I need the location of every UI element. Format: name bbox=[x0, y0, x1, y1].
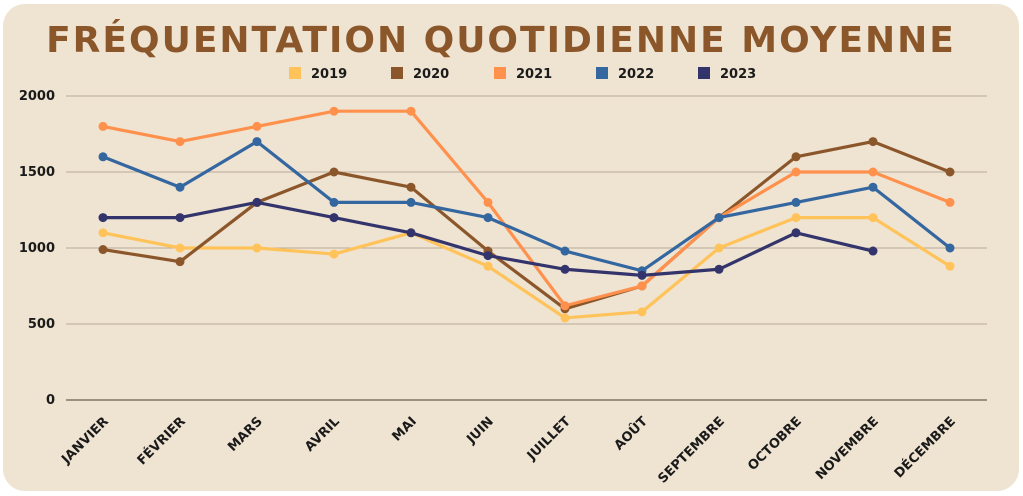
series-lines bbox=[98, 106, 955, 323]
x-tick-label: JANVIER bbox=[58, 414, 111, 467]
data-point bbox=[868, 182, 878, 192]
x-tick-label: DÉCEMBRE bbox=[891, 414, 959, 482]
data-point bbox=[98, 152, 108, 162]
data-point bbox=[714, 243, 724, 253]
chart-card: FRÉQUENTATION QUOTIDIENNE MOYENNE 2019 20… bbox=[3, 4, 1019, 491]
legend-label: 2019 bbox=[311, 67, 347, 82]
data-point bbox=[252, 121, 262, 131]
data-point bbox=[945, 167, 955, 177]
x-tick-label: FÉVRIER bbox=[134, 414, 189, 469]
data-point bbox=[98, 245, 108, 255]
data-point bbox=[560, 301, 570, 311]
data-point bbox=[329, 213, 339, 223]
data-point bbox=[714, 264, 724, 274]
data-point bbox=[406, 228, 416, 238]
data-point bbox=[791, 197, 801, 207]
data-point bbox=[945, 243, 955, 253]
data-point bbox=[483, 261, 493, 271]
data-point bbox=[791, 152, 801, 162]
data-point bbox=[329, 197, 339, 207]
data-point bbox=[560, 313, 570, 323]
data-point bbox=[637, 307, 647, 317]
data-point bbox=[560, 264, 570, 274]
data-point bbox=[483, 251, 493, 261]
x-tick-label: OCTOBRE bbox=[745, 414, 805, 474]
x-tick-label: MAI bbox=[390, 414, 420, 444]
data-point bbox=[637, 281, 647, 291]
data-point bbox=[175, 213, 185, 223]
line-chart: FRÉQUENTATION QUOTIDIENNE MOYENNE 2019 20… bbox=[19, 19, 987, 487]
data-point bbox=[329, 249, 339, 259]
data-point bbox=[406, 182, 416, 192]
data-point bbox=[252, 243, 262, 253]
x-tick-label: NOVEMBRE bbox=[813, 414, 882, 483]
legend-label: 2020 bbox=[413, 67, 449, 82]
y-tick-label: 2000 bbox=[19, 89, 55, 104]
legend-label: 2023 bbox=[720, 67, 756, 82]
data-point bbox=[868, 167, 878, 177]
x-tick-label: SEPTEMBRE bbox=[656, 414, 728, 486]
x-tick-label: AOÛT bbox=[611, 413, 651, 453]
series-2019 bbox=[98, 213, 955, 323]
data-point bbox=[329, 167, 339, 177]
series-2022 bbox=[98, 137, 955, 276]
data-point bbox=[945, 197, 955, 207]
y-axis: 0 500 1000 1500 2000 bbox=[19, 89, 55, 408]
data-point bbox=[868, 246, 878, 256]
legend-swatch bbox=[596, 67, 608, 79]
data-point bbox=[483, 197, 493, 207]
series-line bbox=[102, 140, 951, 273]
data-point bbox=[714, 213, 724, 223]
data-point bbox=[945, 261, 955, 271]
legend-swatch bbox=[391, 67, 403, 79]
data-point bbox=[98, 121, 108, 131]
x-tick-label: MARS bbox=[225, 414, 266, 455]
legend-swatch bbox=[289, 67, 301, 79]
data-point bbox=[252, 197, 262, 207]
data-point bbox=[868, 213, 878, 223]
x-tick-label: JUIN bbox=[464, 414, 497, 447]
y-tick-label: 1500 bbox=[19, 165, 55, 180]
series-line bbox=[102, 140, 951, 311]
data-point bbox=[791, 228, 801, 238]
data-point bbox=[560, 246, 570, 256]
data-point bbox=[329, 106, 339, 116]
y-tick-label: 0 bbox=[46, 393, 55, 408]
data-point bbox=[175, 243, 185, 253]
data-point bbox=[98, 228, 108, 238]
x-tick-label: JUILLET bbox=[524, 414, 574, 464]
data-point bbox=[406, 106, 416, 116]
data-point bbox=[868, 137, 878, 147]
legend: 2019 2020 2021 2022 2023 bbox=[289, 67, 756, 82]
data-point bbox=[791, 213, 801, 223]
data-point bbox=[483, 213, 493, 223]
series-line bbox=[102, 109, 951, 308]
legend-label: 2022 bbox=[618, 67, 654, 82]
data-point bbox=[252, 137, 262, 147]
x-tick-label: AVRIL bbox=[302, 414, 343, 455]
series-2020 bbox=[98, 137, 955, 314]
chart-title: FRÉQUENTATION QUOTIDIENNE MOYENNE bbox=[46, 19, 956, 61]
y-tick-label: 500 bbox=[28, 317, 55, 332]
data-point bbox=[175, 257, 185, 267]
series-line bbox=[102, 216, 951, 320]
data-point bbox=[175, 182, 185, 192]
x-axis: JANVIER FÉVRIER MARS AVRIL MAI JUIN JUILLET AOÛ… bbox=[58, 413, 958, 486]
data-point bbox=[175, 137, 185, 147]
y-tick-label: 1000 bbox=[19, 241, 55, 256]
legend-swatch bbox=[698, 67, 710, 79]
data-point bbox=[98, 213, 108, 223]
legend-swatch bbox=[494, 67, 506, 79]
data-point bbox=[637, 270, 647, 280]
series-2023 bbox=[98, 197, 878, 280]
data-point bbox=[791, 167, 801, 177]
data-point bbox=[406, 197, 416, 207]
legend-label: 2021 bbox=[516, 67, 552, 82]
